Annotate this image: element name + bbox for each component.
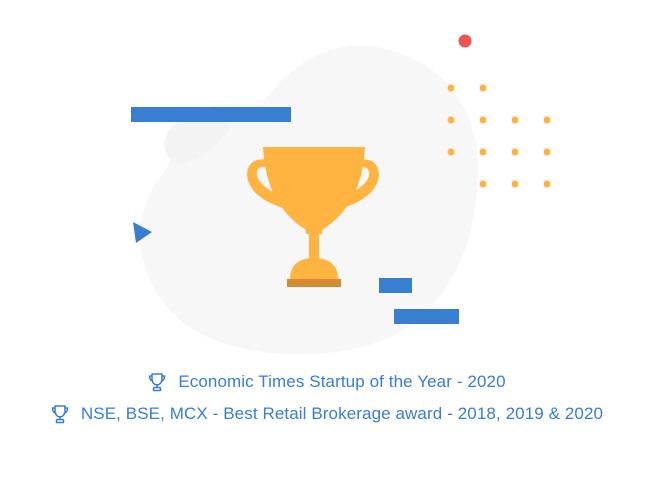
blue-triangle [133,222,152,243]
red-dot [458,34,472,48]
blue-bar-small [379,278,412,293]
trophy-icon [247,147,379,287]
dot [511,148,519,156]
dot [543,180,551,188]
trophy-base [287,279,341,287]
awards-illustration [131,34,551,324]
award-item-best-retail-brokerage: NSE, BSE, MCX - Best Retail Brokerage aw… [0,398,652,430]
dot [479,84,487,92]
dot [511,116,519,124]
award-label: NSE, BSE, MCX - Best Retail Brokerage aw… [80,404,604,423]
dot [447,148,455,156]
dot-grid [447,84,551,188]
dot [543,116,551,124]
award-label: Economic Times Startup of the Year - 202… [178,372,506,391]
dot [511,180,519,188]
dot [479,148,487,156]
award-item-et-startup: Economic Times Startup of the Year - 202… [0,366,652,398]
dot [447,116,455,124]
background-blob-lobe [164,115,235,164]
awards-list: Economic Times Startup of the Year - 202… [0,366,652,430]
dot [543,148,551,156]
trophy-outline-icon [146,371,168,393]
trophy-outline-icon [49,403,71,425]
blue-bar-top [131,107,291,122]
illustration-canvas [131,34,551,324]
blue-bar-bottom [394,309,459,324]
dot [479,116,487,124]
dot [447,84,455,92]
dot [479,180,487,188]
